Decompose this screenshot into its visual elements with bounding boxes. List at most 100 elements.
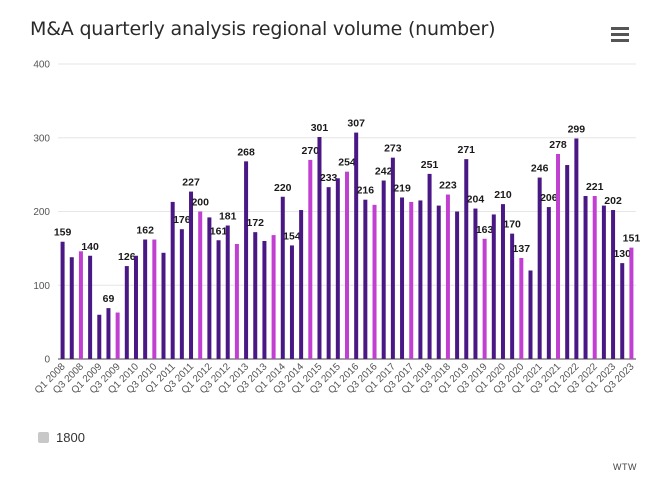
bar[interactable] [253, 232, 258, 359]
bar[interactable] [179, 229, 184, 359]
bar[interactable] [629, 247, 634, 359]
bar[interactable] [78, 251, 83, 359]
data-label: 220 [274, 182, 292, 194]
data-label: 204 [467, 194, 485, 206]
bar[interactable] [354, 132, 359, 359]
bar[interactable] [308, 159, 313, 359]
bar[interactable] [381, 180, 386, 359]
bar[interactable] [271, 235, 276, 359]
bar[interactable] [299, 210, 304, 359]
y-tick-label: 100 [33, 281, 50, 292]
bar[interactable] [326, 187, 331, 359]
data-label: 299 [568, 123, 586, 135]
bar[interactable] [280, 196, 285, 359]
bar[interactable] [69, 257, 74, 359]
data-label: 154 [283, 230, 301, 242]
bar[interactable] [363, 199, 368, 359]
data-label: 206 [540, 192, 558, 204]
bar[interactable] [97, 314, 102, 359]
data-label: 170 [503, 219, 521, 231]
bar[interactable] [519, 257, 524, 359]
data-label: 140 [81, 241, 99, 253]
bar[interactable] [556, 153, 561, 359]
data-label: 271 [458, 144, 476, 156]
bar[interactable] [317, 137, 322, 359]
data-label: 301 [311, 122, 329, 134]
bar[interactable] [345, 171, 349, 359]
bar[interactable] [289, 245, 294, 359]
bar[interactable] [436, 205, 441, 359]
data-label: 242 [375, 166, 393, 178]
data-label: 200 [191, 197, 209, 209]
bar[interactable] [445, 194, 450, 359]
bar[interactable] [115, 312, 120, 359]
data-label: 69 [103, 293, 115, 305]
bar[interactable] [574, 138, 579, 359]
bar[interactable] [161, 252, 166, 359]
data-label: 216 [357, 185, 375, 197]
bar[interactable] [216, 240, 221, 359]
data-label: 130 [613, 248, 631, 260]
bar[interactable] [620, 263, 625, 359]
bar[interactable] [198, 211, 203, 360]
bar[interactable] [225, 225, 230, 359]
data-label: 251 [421, 159, 439, 171]
data-label: 137 [513, 243, 531, 255]
bar[interactable] [565, 165, 570, 359]
bar[interactable] [491, 214, 496, 359]
bar[interactable] [143, 239, 148, 359]
data-label: 270 [302, 145, 320, 157]
bar[interactable] [262, 241, 267, 359]
bar[interactable] [234, 243, 239, 359]
bar[interactable] [244, 161, 249, 359]
bar[interactable] [60, 241, 65, 359]
data-label: 219 [393, 182, 411, 194]
y-tick-label: 0 [44, 355, 50, 366]
bar[interactable] [500, 204, 505, 359]
bar[interactable] [372, 204, 377, 359]
bar[interactable] [546, 207, 551, 359]
bar[interactable] [170, 201, 175, 359]
bar[interactable] [601, 205, 606, 359]
hamburger-menu-icon[interactable] [611, 27, 637, 47]
y-tick-label: 200 [33, 207, 50, 218]
bar[interactable] [592, 196, 597, 359]
bar[interactable] [88, 255, 93, 359]
bar[interactable] [583, 196, 588, 359]
data-label: 163 [476, 224, 494, 236]
data-label: 246 [531, 163, 549, 175]
bar[interactable] [106, 308, 111, 359]
bar[interactable] [510, 233, 515, 359]
credit-label: WTW [613, 462, 637, 472]
bar[interactable] [207, 217, 212, 359]
legend-label: 1800 [56, 430, 85, 445]
legend[interactable]: 1800 [38, 430, 85, 445]
data-label: 202 [604, 195, 622, 207]
y-tick-label: 300 [33, 133, 50, 144]
bar[interactable] [473, 208, 478, 359]
bar[interactable] [400, 197, 405, 359]
bar[interactable] [133, 255, 138, 359]
data-label: 162 [136, 225, 154, 237]
bar[interactable] [464, 159, 469, 359]
bar[interactable] [611, 210, 616, 359]
bar[interactable] [427, 173, 432, 359]
bar[interactable] [189, 191, 194, 359]
data-label: 221 [586, 181, 604, 193]
bar[interactable] [409, 201, 414, 359]
chart-title: M&A quarterly analysis regional volume (… [30, 18, 496, 40]
data-label: 254 [338, 157, 356, 169]
bar[interactable] [152, 239, 157, 359]
data-label: 159 [54, 227, 72, 239]
bar[interactable] [537, 177, 542, 359]
bar[interactable] [124, 266, 129, 359]
bar[interactable] [390, 157, 395, 359]
legend-swatch [38, 432, 49, 443]
data-label: 268 [237, 146, 255, 158]
bar[interactable] [455, 211, 460, 360]
bar[interactable] [335, 178, 340, 359]
bar[interactable] [418, 200, 423, 359]
bar[interactable] [528, 270, 533, 360]
bar[interactable] [482, 238, 487, 359]
data-label: 161 [210, 225, 228, 237]
